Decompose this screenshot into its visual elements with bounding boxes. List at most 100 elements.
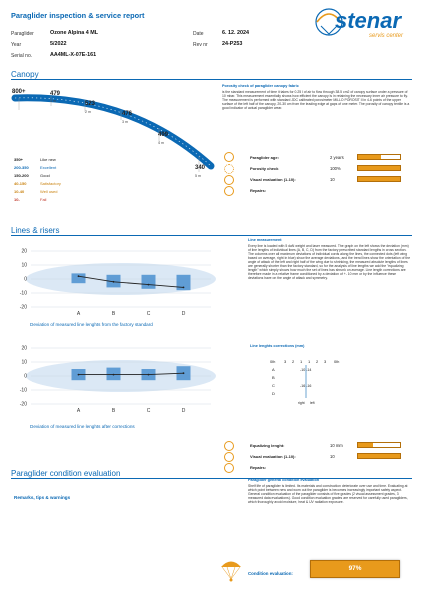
canopy-section-title: Canopy <box>11 70 39 79</box>
equalizing-label: Equalizing lenght: <box>250 443 285 448</box>
condition-evaluation-value: 97% <box>348 565 362 572</box>
svg-text:right: right <box>298 401 305 405</box>
paraglider-label: Paraglider <box>11 31 34 37</box>
trend-point <box>147 373 150 376</box>
line-measurement-text: Every line is loaded with 5 daN weight a… <box>248 244 411 280</box>
canopy-repairs-label: Repairs: <box>250 188 267 193</box>
y-tick-label: 0 <box>24 277 27 283</box>
svg-text:B: B <box>272 375 275 380</box>
y-tick-label: 10 <box>21 360 27 366</box>
y-tick-label: -10 <box>20 291 27 297</box>
page-title: Paraglider inspection & service report <box>11 11 145 20</box>
y-tick-label: -20 <box>20 402 27 408</box>
porosity-unit-3: 3 m <box>122 120 128 124</box>
y-tick-label: 20 <box>21 249 27 255</box>
trend-point <box>182 372 185 375</box>
lines-repairs-icon <box>224 463 234 473</box>
trend-point <box>147 283 150 286</box>
rev-value: 24-P253 <box>222 41 243 47</box>
porosity-check-label: Porosity check <box>250 166 279 171</box>
legend-row: 200-350 Excellent <box>14 165 57 170</box>
age-value: 2 years <box>330 155 344 160</box>
x-tick-label: D <box>182 311 186 317</box>
lines-repairs-label: Repairs: <box>250 465 267 470</box>
equalizing-value: 10 mm <box>330 443 343 448</box>
general-condition-title: Paraglider general condition evaluation <box>248 478 320 482</box>
x-tick-label: C <box>147 408 151 414</box>
trend-point <box>112 373 115 376</box>
corrections-title: Line lenghts corrections (mm) <box>250 344 305 348</box>
svg-text:1: 1 <box>308 359 311 364</box>
canopy-visual-value: 10 <box>330 177 335 182</box>
chart2-caption: Deviation of measured line lenghts after… <box>30 424 135 429</box>
lines-visual-bar <box>357 453 401 459</box>
legend-row: 10-40 Well used <box>14 189 58 194</box>
condition-section-header: Paraglider condition evaluation <box>11 469 412 479</box>
porosity-value-1: 479 <box>50 91 61 97</box>
line-measurement-description: Line measurement Every line is loaded wi… <box>248 238 412 280</box>
svg-text:3: 3 <box>284 359 287 364</box>
porosity-legend: 350+ Like new 200-350 Excellent 150-200 Goo… <box>14 157 94 205</box>
svg-text:0lh: 0lh <box>334 359 339 364</box>
svg-text:3: 3 <box>324 359 327 364</box>
porosity-unit-1: 1 m <box>50 99 56 103</box>
general-condition-description: Paraglider general condition evaluation … <box>248 478 412 504</box>
x-tick-label: D <box>182 408 186 414</box>
condition-evaluation-badge: 97% <box>310 560 400 578</box>
condition-evaluation-label: Condition evaluation: <box>248 571 293 576</box>
line-deviation-chart-factory: 20 10 0 -10 -20 A B C D <box>11 247 221 319</box>
porosity-text: is the standard measurement of time it t… <box>222 90 410 110</box>
x-tick-label: A <box>77 408 81 414</box>
serial-value: AA4ML-X-07E-161 <box>50 52 97 58</box>
repairs-icon <box>224 186 234 196</box>
y-tick-label: 0 <box>24 374 27 380</box>
x-tick-label: B <box>112 311 116 317</box>
age-label: Paraglider age: <box>250 155 279 160</box>
porosity-description: Porosity check of paraglider canopy fabr… <box>222 84 412 110</box>
legend-row: 350+ Like new <box>14 157 56 162</box>
svg-text:A: A <box>272 367 275 372</box>
y-tick-label: 10 <box>21 263 27 269</box>
porosity-bar <box>357 165 401 171</box>
porosity-unit-5: 5 m <box>195 174 201 178</box>
trend-point <box>112 280 115 283</box>
canopy-visual-label: Visual evaluation (1-10): <box>250 177 296 182</box>
rev-label: Rev nr <box>193 42 208 48</box>
lines-visual-label: Visual evaluation (1-10): <box>250 454 296 459</box>
canopy-section-header: Canopy <box>11 70 412 80</box>
svg-text:-10 -14: -10 -14 <box>300 368 311 372</box>
line-deviation-chart-corrected: 20 10 0 -10 -20 A B C D <box>11 344 221 416</box>
paraglider-value: Ozone Alpina 4 ML <box>50 30 99 36</box>
porosity-icon <box>224 164 234 174</box>
svg-text:C: C <box>272 383 275 388</box>
canopy-porosity-diagram <box>11 84 216 184</box>
trend-point <box>77 275 80 278</box>
porosity-value-0: 800+ <box>12 89 26 95</box>
deviation-bar-A <box>71 273 86 284</box>
trend-point <box>182 286 185 289</box>
remarks-label: Remarks, tips & warnings <box>14 495 71 500</box>
legend-row: 10- Fail <box>14 197 47 202</box>
equalizing-bar <box>357 442 401 448</box>
porosity-value-2: 523 <box>85 101 96 107</box>
svg-text:2: 2 <box>292 359 295 364</box>
serial-label: Serial no. <box>11 53 33 59</box>
y-tick-label: -20 <box>20 305 27 311</box>
legend-row: 150-200 Good <box>14 173 50 178</box>
date-value: 6. 12. 2024 <box>222 30 249 36</box>
deviation-bar-D <box>176 274 191 291</box>
logo-subtext: servis center <box>369 33 404 39</box>
equalizing-icon <box>224 441 234 451</box>
age-icon <box>224 152 234 162</box>
condition-section-title: Paraglider condition evaluation <box>11 469 121 478</box>
year-value: 5/2022 <box>50 41 67 47</box>
trend-line <box>78 275 184 288</box>
porosity-value-3: 476 <box>122 111 133 117</box>
porosity-title: Porosity check of paraglider canopy fabr… <box>222 84 299 88</box>
svg-text:-16 -16: -16 -16 <box>300 384 311 388</box>
line-measurement-title: Line measurement <box>248 238 282 242</box>
canopy-visual-bar <box>357 176 401 182</box>
legend-row: 40-150 Satisfactory <box>14 181 61 186</box>
y-tick-label: -10 <box>20 388 27 394</box>
chart1-caption: Deviation of measured line lenghts from … <box>30 322 153 327</box>
